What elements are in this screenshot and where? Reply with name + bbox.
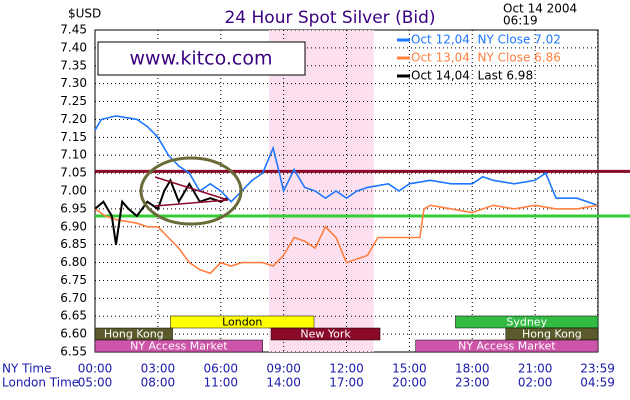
y-tick-label: 6.70 <box>60 291 87 305</box>
y-tick-label: 7.10 <box>60 148 87 162</box>
annotation-ellipse <box>139 156 243 226</box>
y-tick-label: 6.90 <box>60 219 87 233</box>
x-tick-label: 09:00 <box>266 362 301 376</box>
session-label: Hong Kong <box>522 328 582 341</box>
y-tick-label: 7.00 <box>60 184 87 198</box>
series-line <box>94 115 598 207</box>
y-tick-label: 7.15 <box>60 130 87 144</box>
watermark-box <box>97 41 306 76</box>
chart-title: 24 Hour Spot Silver (Bid) <box>224 8 435 28</box>
x-tick-label: 23:00 <box>455 376 490 390</box>
y-unit: $USD <box>68 7 101 21</box>
session-label: NY Access Market <box>458 340 556 353</box>
time: 06:19 <box>503 14 538 28</box>
series-line <box>94 204 598 275</box>
x-tick-label: 20:00 <box>392 376 427 390</box>
session-bar <box>415 339 599 353</box>
session-bar <box>170 315 315 329</box>
legend-label: Oct 13,04 NY Close 6.86 <box>411 51 561 65</box>
y-tick-label: 6.95 <box>60 201 87 215</box>
y-tick-label: 7.20 <box>60 112 87 126</box>
x-tick-label: 00:00 <box>78 362 113 376</box>
series-line <box>94 178 228 245</box>
y-tick-label: 6.80 <box>60 255 87 269</box>
y-tick-label: 6.75 <box>60 273 87 287</box>
y-tick-label: 6.85 <box>60 237 87 251</box>
x-tick-label: 12:00 <box>329 362 364 376</box>
x-tick-label: 03:00 <box>141 362 176 376</box>
x-tick-label: 02:00 <box>518 376 553 390</box>
session-label: New York <box>300 328 351 341</box>
session-label: Hong Kong <box>104 328 164 341</box>
y-tick-label: 6.65 <box>60 309 87 323</box>
x-tick-label: 15:00 <box>392 362 427 376</box>
session-label: London <box>222 316 262 329</box>
y-tick-label: 7.40 <box>60 40 87 54</box>
x-tick-label: 05:00 <box>78 376 113 390</box>
session-label: NY Access Market <box>130 340 228 353</box>
y-tick-label: 6.55 <box>60 345 87 359</box>
legend-label: Oct 14,04 Last 6.98 <box>411 69 533 83</box>
y-tick-label: 7.05 <box>60 166 87 180</box>
x-tick-label: 21:00 <box>518 362 553 376</box>
x-tick-label: 04:59 <box>580 376 615 390</box>
y-tick-label: 7.30 <box>60 76 87 90</box>
date: Oct 14 2004 <box>503 2 577 16</box>
x-tick-label: 06:00 <box>203 362 238 376</box>
x-tick-label: 14:00 <box>266 376 301 390</box>
y-tick-label: 7.25 <box>60 94 87 108</box>
y-tick-label: 7.35 <box>60 58 87 72</box>
y-tick-label: 7.45 <box>60 23 87 37</box>
session-bar <box>270 327 381 341</box>
x-tick-label: 18:00 <box>455 362 490 376</box>
legend-label: Oct 12,04 NY Close 7.02 <box>411 33 561 47</box>
session-bar <box>94 339 263 353</box>
x-tick-label: 08:00 <box>141 376 176 390</box>
x-row-label: NY Time <box>2 362 52 376</box>
y-tick-label: 6.60 <box>60 327 87 341</box>
annotation-triangle <box>154 176 229 207</box>
watermark: www.kitco.com <box>129 48 272 70</box>
x-tick-label: 17:00 <box>329 376 364 390</box>
x-tick-label: 11:00 <box>203 376 238 390</box>
x-row-label: London Time <box>2 376 79 390</box>
session-label: Sydney <box>506 316 547 329</box>
x-tick-label: 23:59 <box>580 362 615 376</box>
